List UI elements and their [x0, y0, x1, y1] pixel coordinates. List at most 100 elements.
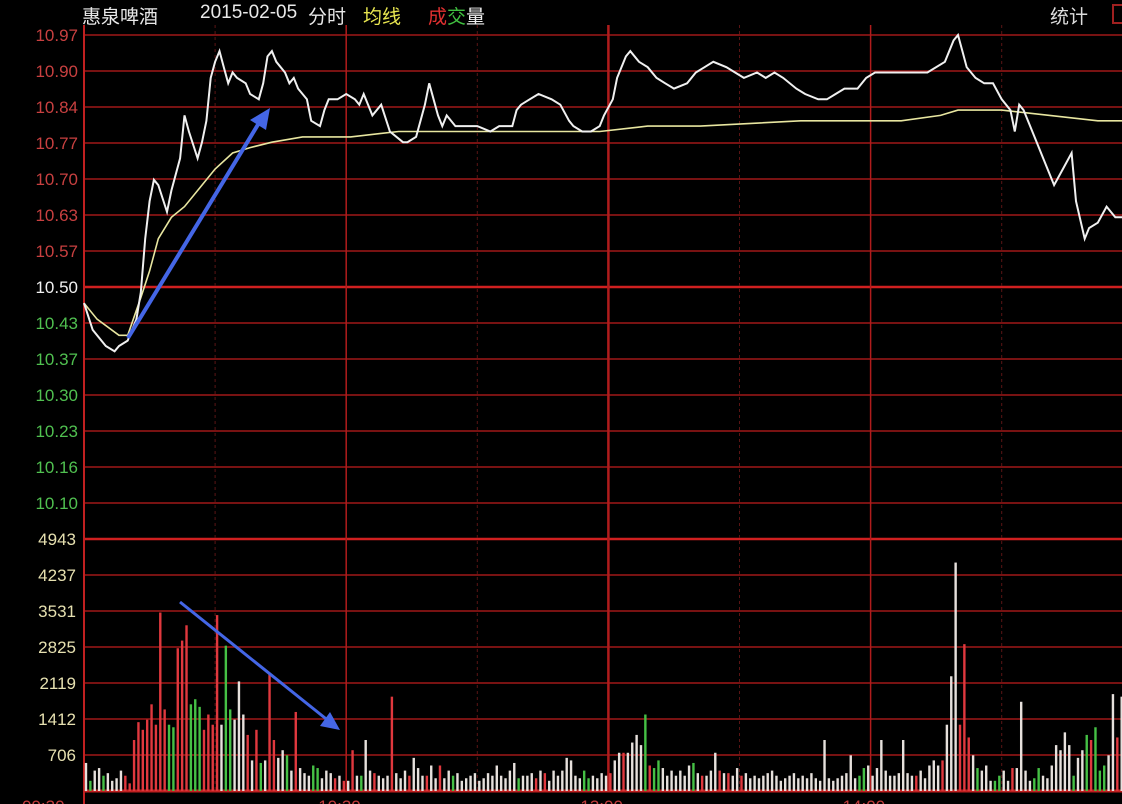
- volume-bar: [753, 775, 756, 791]
- volume-bar: [180, 640, 184, 791]
- volume-bar: [364, 740, 367, 791]
- volume-bar: [329, 773, 332, 791]
- volume-bar: [823, 740, 826, 791]
- volume-bar: [709, 770, 713, 791]
- volume-bar: [534, 778, 538, 791]
- volume-bar: [233, 719, 236, 791]
- volume-bar: [1033, 778, 1036, 791]
- volume-bar: [1107, 755, 1110, 791]
- volume-bar: [93, 770, 96, 791]
- volume-bar: [1028, 780, 1032, 791]
- price-tick-label: 10.10: [35, 494, 78, 513]
- volume-bar: [705, 775, 708, 791]
- volume-bar: [919, 770, 922, 791]
- volume-bar: [513, 762, 516, 791]
- volume-bar: [381, 778, 385, 791]
- volume-bar: [360, 775, 363, 791]
- volume-bar: [403, 770, 407, 791]
- volume-bar: [604, 775, 608, 791]
- volume-bar: [845, 773, 848, 791]
- volume-bar: [150, 704, 153, 791]
- time-axis-labels: 09:30 10:30 13:00 14:00: [22, 797, 885, 804]
- volume-bar: [578, 778, 582, 791]
- volume-bar: [1037, 768, 1040, 791]
- volume-legend-part: 量: [466, 7, 486, 28]
- volume-bar: [1059, 750, 1062, 791]
- volume-bar: [111, 780, 114, 791]
- volume-bar: [989, 780, 992, 791]
- volume-bar: [661, 768, 665, 791]
- volume-bar: [172, 727, 175, 791]
- grid-lines: [83, 25, 1122, 804]
- price-tick-label: 10.23: [35, 422, 78, 441]
- volume-bar: [779, 780, 783, 791]
- volume-bar: [456, 773, 459, 791]
- volume-bar: [714, 752, 717, 791]
- volume-bar: [1085, 734, 1088, 791]
- view-mode: 分时: [308, 7, 347, 28]
- volume-bar: [923, 778, 927, 791]
- volume-bar: [727, 773, 730, 791]
- time-tick-label: 13:00: [580, 797, 623, 804]
- stock-name: 惠泉啤酒: [82, 7, 159, 28]
- volume-bar: [482, 778, 485, 791]
- volume-bar: [1050, 765, 1053, 791]
- volume-bar: [941, 760, 944, 791]
- volume-bar: [901, 740, 905, 791]
- volume-bar: [185, 625, 188, 791]
- volume-bar: [1019, 701, 1023, 791]
- panel-edge-icon: [1112, 4, 1122, 24]
- volume-bar: [229, 709, 232, 791]
- volume-legend[interactable]: 成交量: [428, 2, 485, 29]
- volume-bar: [386, 775, 389, 791]
- volume-bar: [408, 775, 411, 791]
- volume-bar: [207, 714, 210, 791]
- volume-bar: [451, 775, 455, 791]
- volume-bar: [277, 757, 280, 791]
- volume-bar: [762, 775, 765, 791]
- volume-bar: [447, 770, 450, 791]
- volume-bar: [333, 778, 337, 791]
- volume-bar: [268, 673, 271, 791]
- volume-tick-label: 1412: [38, 710, 76, 729]
- volume-tick-label: 4943: [38, 530, 76, 549]
- volume-bar: [888, 775, 892, 791]
- volume-bar: [395, 773, 398, 791]
- volume-tick-label: 3531: [38, 602, 76, 621]
- volume-bar: [683, 775, 686, 791]
- volume-bar: [687, 765, 691, 791]
- volume-bar: [722, 773, 726, 791]
- volume-bar: [770, 770, 774, 791]
- volume-bar: [980, 770, 984, 791]
- volume-bar: [312, 765, 315, 791]
- volume-bar: [657, 760, 660, 791]
- volume-bar: [954, 562, 957, 791]
- volume-bar: [119, 770, 123, 791]
- volume-bar: [526, 775, 529, 791]
- volume-bar: [504, 778, 507, 791]
- volume-bar: [871, 775, 874, 791]
- volume-bar: [198, 706, 201, 791]
- volume-bar: [521, 775, 525, 791]
- volume-bar: [552, 770, 555, 791]
- volume-bar: [539, 770, 542, 791]
- volume-bar: [320, 778, 324, 791]
- volume-bar: [478, 780, 481, 791]
- volume-bar: [1081, 750, 1084, 791]
- avg-line-legend[interactable]: 均线: [363, 7, 402, 28]
- volume-bar: [543, 773, 547, 791]
- volume-bar: [141, 729, 145, 791]
- volume-bar: [666, 775, 669, 791]
- stats-button[interactable]: 统计: [1050, 7, 1089, 28]
- volume-bars: [84, 562, 1122, 791]
- volume-bar: [950, 676, 953, 791]
- volume-bar: [775, 775, 778, 791]
- volume-bar: [84, 762, 88, 791]
- volume-bar: [377, 775, 380, 791]
- volume-bar: [1103, 765, 1106, 791]
- volume-bar: [805, 778, 809, 791]
- volume-bar: [880, 740, 883, 791]
- volume-bar: [1015, 768, 1019, 791]
- volume-bar: [106, 773, 110, 791]
- y-axis-labels: 10.97 10.90 10.84 10.77 10.70 10.63 10.57 10.50…: [35, 26, 78, 765]
